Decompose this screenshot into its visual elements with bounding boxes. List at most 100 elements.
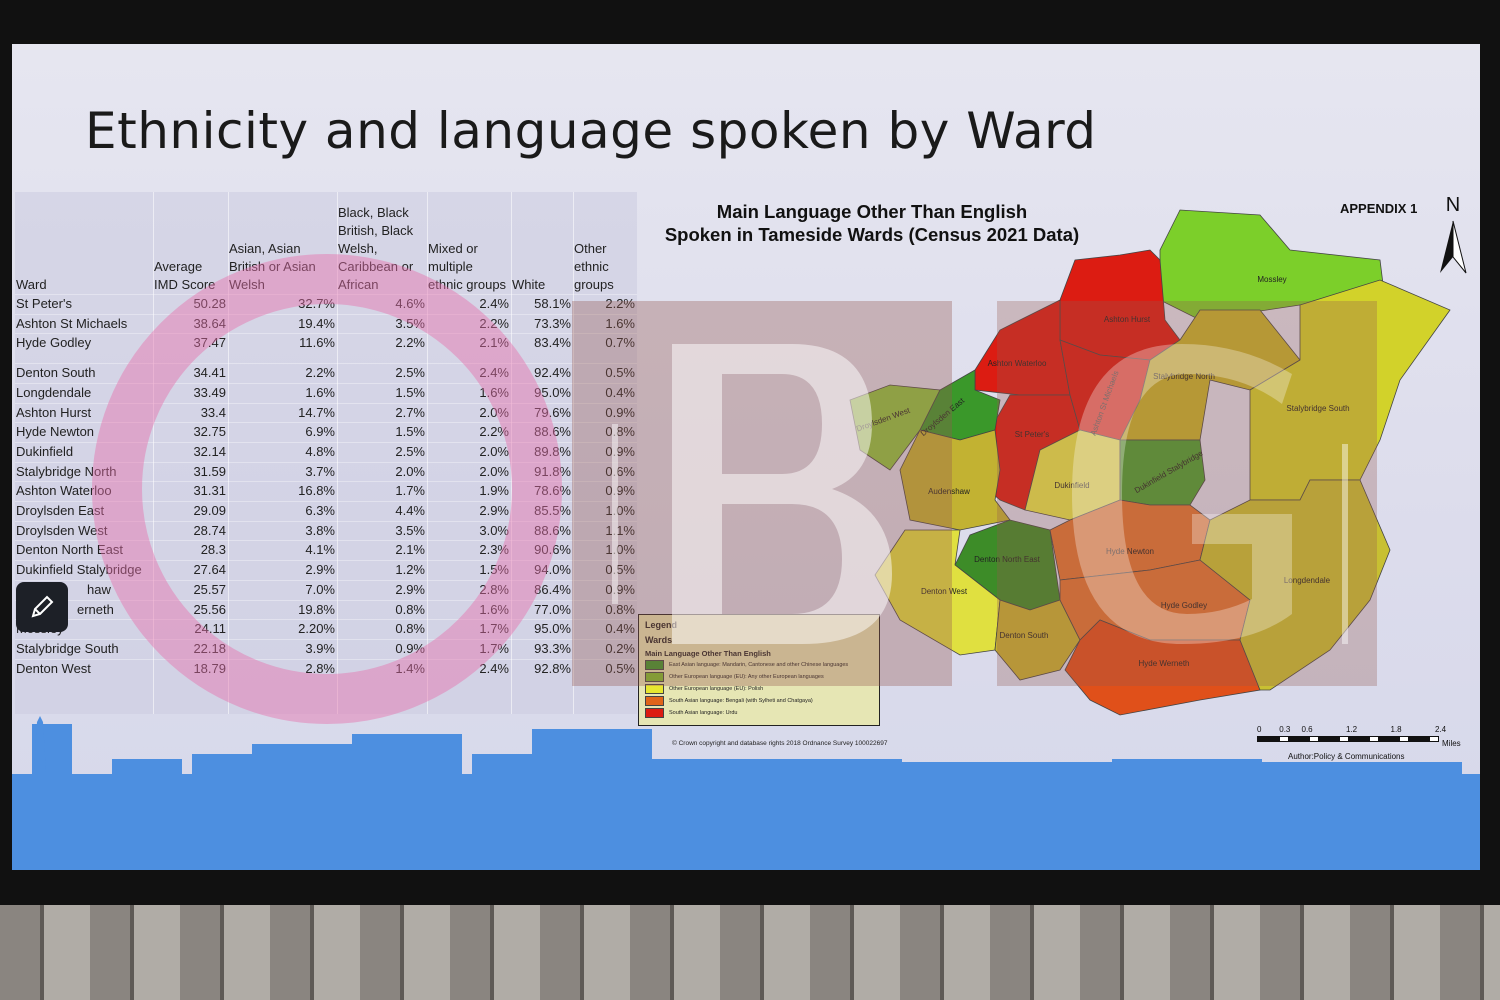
value-cell: 77.0% xyxy=(534,601,571,617)
ward-region xyxy=(1159,209,1386,321)
ward-name-cell: Longdendale xyxy=(16,384,92,400)
table-row: Stalybridge North 31.59 3.7% 2.0% 2.0% 91.8% 0… xyxy=(15,461,637,482)
value-cell: 0.7% xyxy=(605,335,635,351)
value-cell: 24.11 xyxy=(194,621,226,637)
value-cell: 2.4% xyxy=(479,365,509,381)
value-cell: 25.57 xyxy=(193,581,226,597)
value-cell: 1.7% xyxy=(479,621,509,637)
value-cell: 4.4% xyxy=(395,503,425,518)
table-row: Stalybridge South 22.18 3.9% 0.9% 1.7% 93.3% 0… xyxy=(15,638,637,659)
value-cell: 25.56 xyxy=(193,601,226,617)
value-cell: 28.74 xyxy=(193,522,226,538)
value-cell: 0.5% xyxy=(605,365,635,381)
table-row: Ashton Waterloo 31.31 16.8% 1.7% 1.9% 78.6% 0.… xyxy=(15,481,637,501)
value-cell: 4.8% xyxy=(305,443,335,459)
value-cell: 79.6% xyxy=(534,404,571,420)
skyline-tower xyxy=(34,716,46,774)
value-cell: 29.09 xyxy=(193,503,226,518)
ward-name-cell: Denton North East xyxy=(16,542,123,558)
value-cell: 1.7% xyxy=(479,640,509,656)
value-cell: 1.7% xyxy=(395,483,425,499)
value-cell: 3.0% xyxy=(479,522,509,538)
skyline-building xyxy=(352,734,462,870)
value-cell: 27.64 xyxy=(193,562,226,578)
value-cell: 14.7% xyxy=(298,404,335,420)
table-row: Longdendale 33.49 1.6% 1.5% 1.6% 95.0% 0.4% xyxy=(15,382,637,403)
scale-unit: Miles xyxy=(1442,739,1461,748)
legend-item: South Asian language: Bengali (with Sylh… xyxy=(645,696,813,706)
annotate-button[interactable] xyxy=(16,582,68,632)
value-cell: 58.1% xyxy=(534,296,571,311)
ward-label: Stalybridge North xyxy=(1153,372,1215,381)
table-row: Denton West 18.79 2.8% 1.4% 2.4% 92.8% 0.5% xyxy=(15,658,637,679)
column-divider xyxy=(337,192,338,714)
ward-region xyxy=(974,299,1071,396)
legend-wards: Wards xyxy=(645,635,673,645)
ward-name-cell: Stalybridge South xyxy=(16,640,119,656)
column-header: Ward xyxy=(16,277,47,292)
value-cell: 38.64 xyxy=(193,315,226,331)
value-cell: 2.0% xyxy=(479,463,509,479)
legend-item: East Asian language: Mandarin, Cantonese… xyxy=(645,660,848,670)
value-cell: 28.3 xyxy=(200,542,226,558)
value-cell: 0.8% xyxy=(395,601,425,617)
column-header: Other ethnic groups xyxy=(574,241,614,292)
value-cell: 3.5% xyxy=(395,315,425,331)
value-cell: 2.0% xyxy=(395,463,425,479)
ward-name-cell: Hyde Newton xyxy=(16,424,95,440)
value-cell: 2.0% xyxy=(479,404,509,420)
ward-name-cell: Hyde Godley xyxy=(16,335,92,351)
skyline-building xyxy=(652,759,902,870)
legend-label: Other European language (EU): Any other … xyxy=(669,674,824,680)
value-cell: 3.7% xyxy=(305,463,335,479)
value-cell: 0.9% xyxy=(395,640,425,656)
slide-title: Ethnicity and language spoken by Ward xyxy=(85,102,1097,160)
table-row: Dukinfield Stalybridge 27.64 2.9% 1.2% 1.5% 9… xyxy=(15,560,637,580)
value-cell: 85.5% xyxy=(534,503,571,518)
value-cell: 3.9% xyxy=(305,640,335,656)
value-cell: 0.4% xyxy=(605,621,635,637)
value-cell: 3.5% xyxy=(395,522,425,538)
skyline-building xyxy=(472,754,542,870)
ward-label: St Peter's xyxy=(1015,430,1049,439)
value-cell: 1.4% xyxy=(395,660,425,676)
ward-name-cell: Stalybridge North xyxy=(16,463,117,479)
pencil-icon xyxy=(31,595,54,618)
value-cell: 4.6% xyxy=(395,296,425,311)
skyline-building xyxy=(192,754,252,870)
legend-subtitle: Main Language Other Than English xyxy=(645,649,771,658)
value-cell: 0.9% xyxy=(605,483,635,499)
legend-swatch xyxy=(645,696,664,706)
value-cell: 0.8% xyxy=(605,424,635,440)
value-cell: 1.5% xyxy=(395,384,425,400)
value-cell: 89.8% xyxy=(534,443,571,459)
table-row: Mossley24.112.20%0.8%1.7%95.0%0.4% xyxy=(15,619,637,639)
table-row: Hyde Godley 37.47 11.6% 2.2% 2.1% 83.4% 0.7% xyxy=(15,333,637,353)
table-row: Dukinfield 32.14 4.8% 2.5% 2.0% 89.8% 0.9% xyxy=(15,441,637,462)
value-cell: 1.6% xyxy=(479,384,509,400)
north-label: N xyxy=(1445,194,1461,216)
value-cell: 1.9% xyxy=(479,483,509,499)
column-header: Average IMD Score xyxy=(154,259,216,292)
scale-bar: 0 0.3 0.6 1.2 1.8 2.4 Miles xyxy=(1257,725,1467,755)
value-cell: 32.14 xyxy=(193,443,226,459)
value-cell: 33.4 xyxy=(200,404,226,420)
skyline-building xyxy=(892,762,1112,870)
value-cell: 1.0% xyxy=(605,542,635,558)
value-cell: 2.2% xyxy=(605,296,635,311)
skyline-banner xyxy=(12,716,1480,870)
value-cell: 88.6% xyxy=(534,522,571,538)
value-cell: 2.20% xyxy=(298,621,335,637)
table-row: Denton South 34.41 2.2% 2.5% 2.4% 92.4% 0.5% xyxy=(15,363,637,383)
value-cell: 2.7% xyxy=(395,404,425,420)
value-cell: 88.6% xyxy=(534,424,571,440)
skyline-building xyxy=(532,729,652,870)
ward-label: Hyde Newton xyxy=(1106,547,1154,556)
value-cell: 0.5% xyxy=(605,660,635,676)
value-cell: 91.8% xyxy=(534,463,571,479)
table-row: Denton North East 28.3 4.1% 2.1% 2.3% 90.6% 1.… xyxy=(15,540,637,560)
value-cell: 34.41 xyxy=(193,365,226,381)
value-cell: 0.9% xyxy=(605,404,635,420)
ward-name-cell: Dukinfield xyxy=(16,443,74,459)
legend-item: Other European language (EU): Any other … xyxy=(645,672,824,682)
